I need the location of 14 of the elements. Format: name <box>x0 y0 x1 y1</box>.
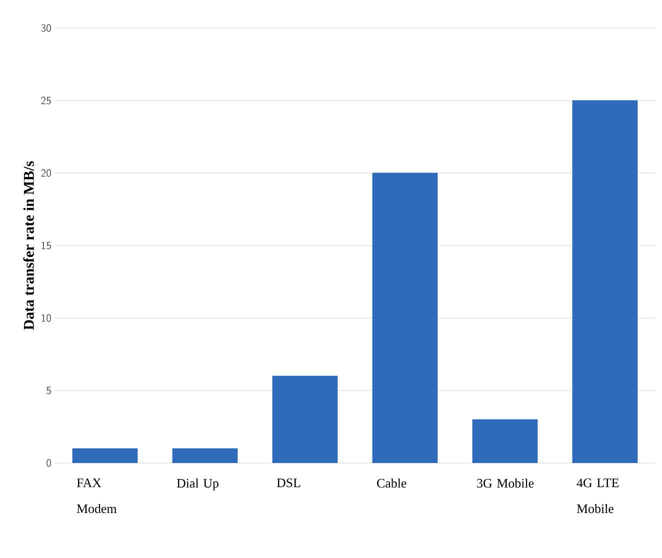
y-tick-label: 15 <box>42 242 51 250</box>
y-tick-label: 30 <box>41 24 52 32</box>
y-tick-label: 20 <box>41 169 52 177</box>
y-tick-label: 25 <box>41 96 51 104</box>
category-label: FAX Modem <box>76 478 117 514</box>
x-tick-label: Cable <box>377 478 406 488</box>
y-tick-label: 0 <box>46 459 52 467</box>
y-tick-label: 10 <box>42 314 52 322</box>
x-tick-label: 3G Mobile <box>477 478 534 488</box>
category-label: 4G LTE Mobile <box>576 478 619 514</box>
x-tick-label: Dial Up <box>176 478 218 490</box>
y-axis-title: Data transfer rate in MB/s <box>23 161 34 330</box>
x-tick-label: DSL <box>276 478 300 488</box>
y-tick-label: 5 <box>46 386 51 394</box>
